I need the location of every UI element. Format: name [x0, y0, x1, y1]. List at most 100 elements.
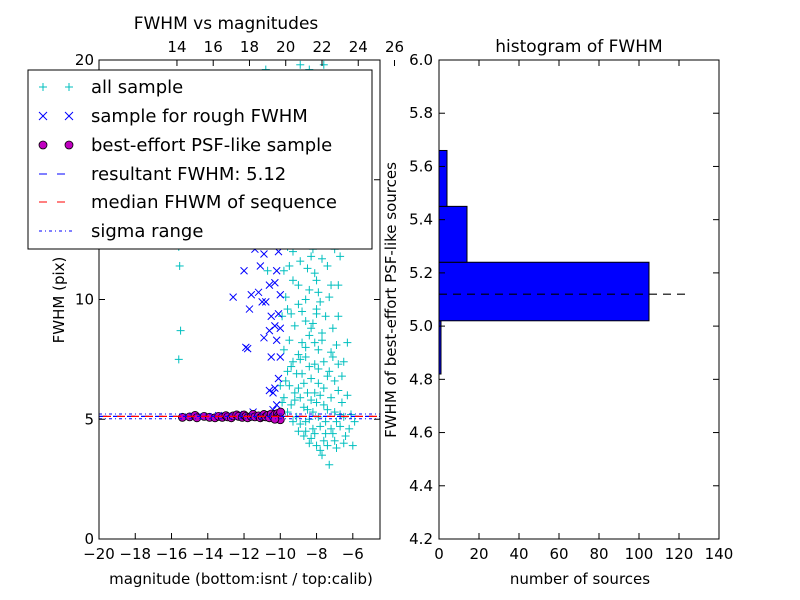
all-sample-point: [279, 266, 288, 275]
all-sample-point: [328, 352, 337, 361]
legend-label-sigma: sigma range: [91, 221, 203, 242]
x-b: [276, 353, 285, 361]
legend-item-rough-sample: sample for rough FWHM: [38, 106, 308, 127]
all-sample-point: [303, 405, 312, 414]
x-b: [229, 293, 238, 301]
legend-item-all-sample: all sample: [39, 77, 183, 98]
x-b: [276, 290, 285, 299]
x-b: [274, 310, 283, 318]
all-sample-point: [317, 254, 326, 263]
all-sample-point: [337, 398, 346, 407]
hist-y-tick-label: 6.0: [409, 51, 433, 69]
rough-sample-point: [272, 266, 281, 275]
all-sample-point: [298, 338, 307, 347]
all-sample-point: [336, 252, 345, 261]
x-tick-label: −20: [83, 545, 115, 563]
all-sample-point: [305, 362, 314, 371]
all-sample-point: [323, 441, 332, 450]
histogram-bar: [438, 205, 468, 263]
all-sample-point: [283, 367, 292, 376]
all-sample-point: [307, 324, 316, 333]
y-tick-label: 5: [84, 410, 94, 428]
x-b: [270, 321, 279, 330]
x-b: [243, 344, 252, 353]
all-sample-point: [319, 436, 328, 445]
legend-label-resultant: resultant FWHM: 5.12: [91, 164, 286, 185]
all-sample-point: [279, 393, 288, 402]
all-sample-point: [310, 360, 319, 369]
hist-x-tick-label: 40: [509, 545, 528, 563]
all-sample-point: [316, 391, 325, 400]
all-sample-point: [296, 257, 305, 266]
all-sample-point: [330, 436, 339, 445]
hist-x-tick-label: 60: [549, 545, 568, 563]
legend-label-psf-sample: best-effort PSF-like sample: [91, 135, 332, 156]
all-sample-point: [305, 439, 314, 448]
all-sample-point: [312, 309, 321, 318]
x-b: [267, 312, 276, 321]
x-tick-label: −6: [342, 545, 364, 563]
legend-label-rough-sample: sample for rough FWHM: [91, 106, 308, 127]
hist-y-tick-label: 5.0: [409, 317, 433, 335]
x-b: [267, 353, 276, 361]
x-b: [258, 298, 267, 306]
top-x-tick-label: 26: [385, 38, 404, 56]
all-sample-point: [310, 388, 319, 397]
hist-y-tick-label: 4.8: [409, 370, 433, 388]
y-tick-label: 0: [84, 530, 94, 548]
all-sample-point: [312, 276, 321, 285]
x-b: [245, 305, 254, 313]
legend-item-sigma-range: sigma range: [39, 221, 203, 242]
all-sample-point: [319, 384, 328, 393]
all-sample-point: [339, 439, 348, 448]
all-sample-point: [296, 355, 305, 364]
hist-y-tick-label: 4.4: [409, 477, 433, 495]
all-sample-point: [290, 321, 299, 330]
rough-sample-point: [254, 288, 263, 297]
all-sample-point: [279, 345, 288, 354]
all-sample-point: [321, 312, 330, 321]
x-b: [265, 281, 274, 289]
all-sample-point: [321, 429, 330, 438]
rough-sample-point: [261, 298, 270, 306]
all-sample-point: [283, 305, 292, 314]
all-sample-point: [341, 432, 350, 441]
legend-marker-plus-1: [39, 83, 47, 91]
rough-sample-point: [243, 344, 252, 353]
hist-y-tick-label: 4.2: [409, 530, 433, 548]
psf-sample-point: [177, 412, 187, 422]
top-x-tick-label: 24: [349, 38, 368, 56]
all-sample-point: [327, 348, 336, 357]
all-sample-point: [330, 408, 339, 417]
all-sample-point: [290, 388, 299, 397]
x-b: [272, 336, 281, 345]
all-sample-point: [294, 384, 303, 393]
x-b: [274, 374, 283, 383]
hist-y-tick-label: 5.2: [409, 264, 433, 282]
hist-y-tick-label: 5.6: [409, 157, 433, 175]
hist-x-tick-label: 140: [705, 545, 734, 563]
scatter-axes: −20 −18 −16 −14 −12 −10 −8 −6 14 16 18 20 22 24 26 0 5 10…: [75, 38, 404, 563]
all-sample-point: [287, 309, 296, 318]
x-tick-label: −12: [228, 545, 260, 563]
all-sample-point: [327, 393, 336, 402]
all-sample-point: [319, 357, 328, 366]
all-sample-point: [319, 400, 328, 409]
histogram-axes: 0 20 40 60 80 100 120 140 4.2 4.4 4.6 4.8 5.0 5.2 5.4 5…: [409, 51, 733, 563]
scatter-reference-lines: [99, 413, 380, 420]
x-tick-label: −14: [192, 545, 224, 563]
all-sample-point: [308, 424, 317, 433]
all-sample-point: [323, 405, 332, 414]
all-sample-point: [308, 319, 317, 328]
rough-sample-point: [272, 401, 281, 409]
x-b: [260, 333, 268, 342]
all-sample-point: [345, 424, 354, 433]
all-sample-point: [307, 434, 316, 443]
all-sample-point: [327, 281, 336, 290]
rough-sample-point: [274, 374, 283, 383]
rough-sample-point: [269, 389, 277, 397]
all-sample-point: [337, 372, 346, 381]
rough-sample-point: [229, 293, 238, 301]
all-sample-point: [294, 427, 303, 436]
all-sample-point: [290, 396, 299, 405]
